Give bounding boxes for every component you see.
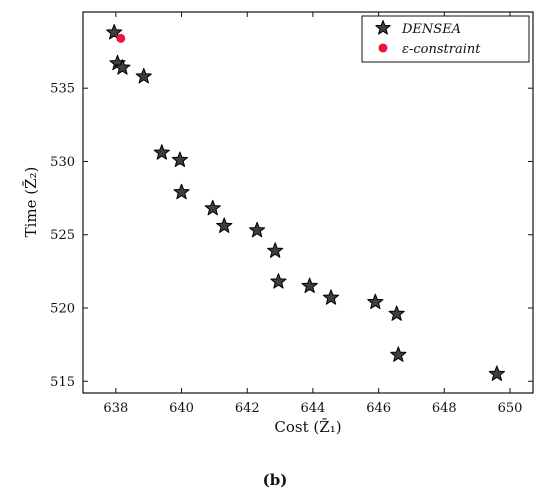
y-tick-label: 535 — [50, 82, 75, 97]
x-tick-label: 642 — [235, 401, 260, 416]
y-tick-label: 515 — [50, 375, 75, 390]
data-point-densea — [204, 199, 221, 216]
x-tick-label: 638 — [103, 401, 128, 416]
data-point-densea — [171, 151, 189, 167]
data-point-densea — [267, 242, 284, 258]
x-tick-label: 640 — [169, 401, 194, 416]
x-tick-label: 646 — [366, 401, 391, 416]
y-tick-label: 530 — [50, 155, 75, 170]
y-axis-ticks: 515 520 525 530 535 — [50, 82, 533, 390]
x-tick-label: 648 — [432, 401, 457, 416]
data-point-densea — [390, 346, 407, 362]
legend: DENSEA ε-constraint — [361, 15, 530, 63]
data-point-densea — [322, 289, 340, 305]
data-point-densea — [488, 365, 505, 381]
data-point-densea — [216, 217, 233, 233]
data-point-densea — [106, 24, 123, 40]
x-axis-ticks: 638 640 642 644 646 648 650 — [103, 12, 522, 416]
y-axis-title: Time (Z̄₂) — [22, 167, 40, 238]
data-point-densea — [135, 67, 152, 84]
legend-marker-densea — [375, 20, 391, 35]
legend-circle-marker — [378, 43, 388, 53]
data-points — [106, 24, 505, 381]
legend-star-marker — [375, 20, 391, 35]
x-tick-label: 644 — [301, 401, 326, 416]
panel-label: (b) — [263, 471, 288, 489]
plot-frame — [82, 11, 534, 394]
y-tick-label: 525 — [50, 228, 75, 243]
data-point-densea — [153, 144, 170, 160]
data-point-densea — [388, 305, 405, 321]
data-point-densea — [114, 59, 131, 75]
legend-marker-epsilon-constraint — [378, 43, 388, 53]
data-point-densea — [270, 273, 287, 289]
legend-label-epsilon-constraint: ε-constraint — [402, 42, 481, 57]
x-axis-title: Cost (Z̄₁) — [274, 418, 341, 436]
data-point-densea — [367, 293, 384, 310]
legend-box — [361, 15, 530, 63]
data-point-densea — [173, 183, 190, 200]
data-point-densea — [248, 221, 266, 238]
legend-label-densea: DENSEA — [401, 22, 461, 37]
data-point-epsilon-constraint — [116, 33, 126, 43]
data-point-densea — [301, 277, 318, 293]
y-tick-label: 520 — [50, 302, 75, 317]
x-tick-label: 650 — [498, 401, 523, 416]
